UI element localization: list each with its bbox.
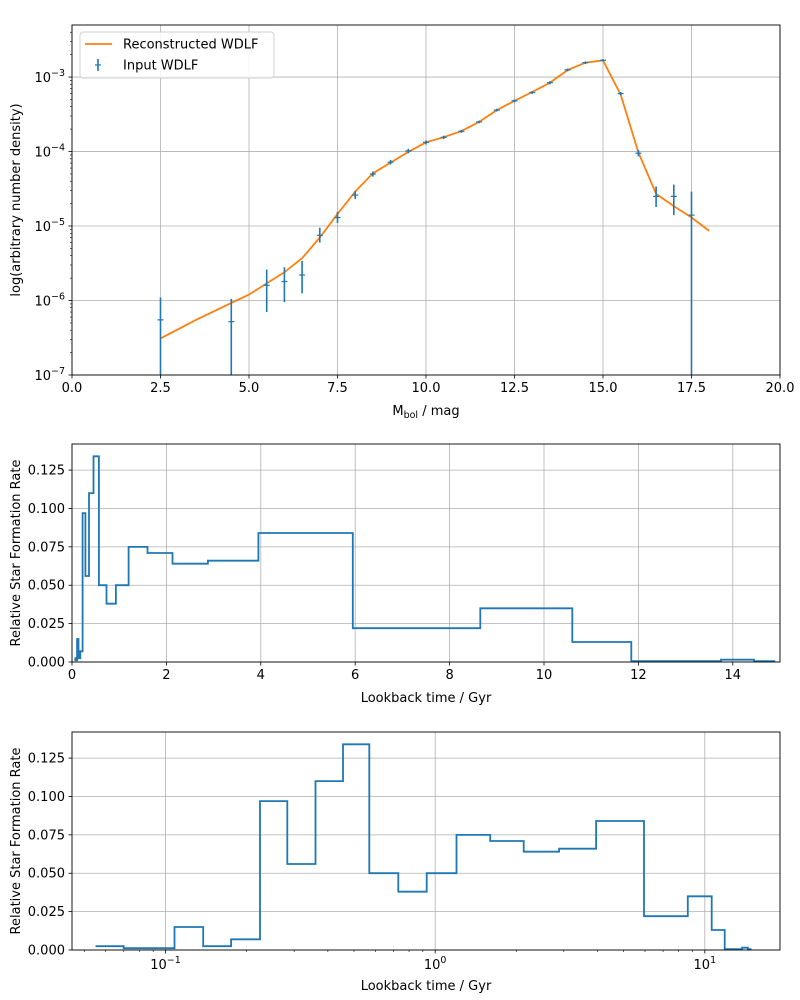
x-tick-label: 10−1 bbox=[150, 955, 181, 973]
axes-frame bbox=[71, 731, 781, 951]
y-tick-label: 10−6 bbox=[34, 292, 65, 310]
y-axis-label: log(arbitrary number density) bbox=[9, 103, 24, 296]
x-tick-label: 10.0 bbox=[412, 381, 441, 396]
plot-area bbox=[157, 59, 710, 375]
legend-label: Reconstructed WDLF bbox=[123, 38, 258, 53]
x-tick-label: 5.0 bbox=[239, 381, 260, 396]
y-tick-label: 0.050 bbox=[28, 867, 65, 882]
y-tick-label: 0.000 bbox=[28, 656, 65, 671]
x-tick-label: 12.5 bbox=[500, 381, 529, 396]
series-line bbox=[160, 59, 710, 340]
y-tick-label: 0.100 bbox=[28, 790, 65, 805]
x-tick-label: 15.0 bbox=[589, 381, 618, 396]
plot-area bbox=[74, 455, 776, 662]
chart-wdlf: 0.0 2.5 5.0 7.5 10.0 12.5 15.0 17.5 20.0 10−7 10−6… bbox=[9, 24, 795, 421]
x-tick-label: 4 bbox=[257, 668, 265, 683]
x-axis-label: Lookback time / Gyr bbox=[361, 979, 492, 994]
x-tick-label: 0.0 bbox=[62, 381, 83, 396]
plot-area bbox=[95, 743, 752, 950]
y-tick-label: 0.100 bbox=[28, 502, 65, 517]
x-tick-label: 14 bbox=[725, 668, 742, 683]
x-tick-label: 100 bbox=[424, 955, 447, 973]
legend-box bbox=[79, 31, 275, 79]
x-tick-label: 7.5 bbox=[327, 381, 348, 396]
axes-frame bbox=[71, 24, 781, 376]
x-tick-label: 6 bbox=[351, 668, 359, 683]
y-tick-label: 10−7 bbox=[34, 366, 65, 384]
x-axis-label: Mbol / mag bbox=[392, 404, 459, 421]
step-series bbox=[74, 455, 776, 662]
y-tick-label: 0.125 bbox=[28, 752, 65, 767]
y-tick-label: 0.050 bbox=[28, 579, 65, 594]
y-tick-label: 10−5 bbox=[34, 217, 65, 235]
chart-sfr-log: 10−1 100 101 0.000 0.025 0.050 0.075 0.100 0.125… bbox=[9, 731, 781, 994]
x-axis-label: Lookback time / Gyr bbox=[361, 691, 492, 706]
legend: Reconstructed WDLF Input WDLF bbox=[79, 31, 275, 79]
x-tick-label: 0 bbox=[68, 668, 76, 683]
x-tick-label: 17.5 bbox=[677, 381, 706, 396]
legend-label: Input WDLF bbox=[123, 59, 198, 74]
y-tick-label: 0.075 bbox=[28, 540, 65, 555]
x-tick-label: 101 bbox=[694, 955, 717, 973]
y-axis-label: Relative Star Formation Rate bbox=[9, 460, 24, 647]
x-tick-label: 12 bbox=[630, 668, 647, 683]
x-tick-label: 8 bbox=[445, 668, 453, 683]
axes-frame bbox=[71, 443, 781, 663]
x-tick-label: 2 bbox=[162, 668, 170, 683]
y-tick-label: 0.075 bbox=[28, 828, 65, 843]
y-tick-label: 0.025 bbox=[28, 617, 65, 632]
x-tick-label: 2.5 bbox=[150, 381, 171, 396]
y-tick-label: 0.025 bbox=[28, 905, 65, 920]
y-tick-label: 0.000 bbox=[28, 944, 65, 959]
y-axis-label: Relative Star Formation Rate bbox=[9, 748, 24, 935]
y-tick-label: 10−4 bbox=[34, 143, 65, 161]
x-tick-label: 10 bbox=[536, 668, 553, 683]
chart-sfr-linear: 0 2 4 6 8 10 12 14 0.000 0.025 0.050 0.075 0.100 0.12… bbox=[9, 443, 781, 706]
y-tick-label: 10−3 bbox=[34, 68, 65, 86]
x-tick-label: 20.0 bbox=[766, 381, 795, 396]
y-tick-label: 0.125 bbox=[28, 464, 65, 479]
step-series bbox=[95, 743, 752, 950]
